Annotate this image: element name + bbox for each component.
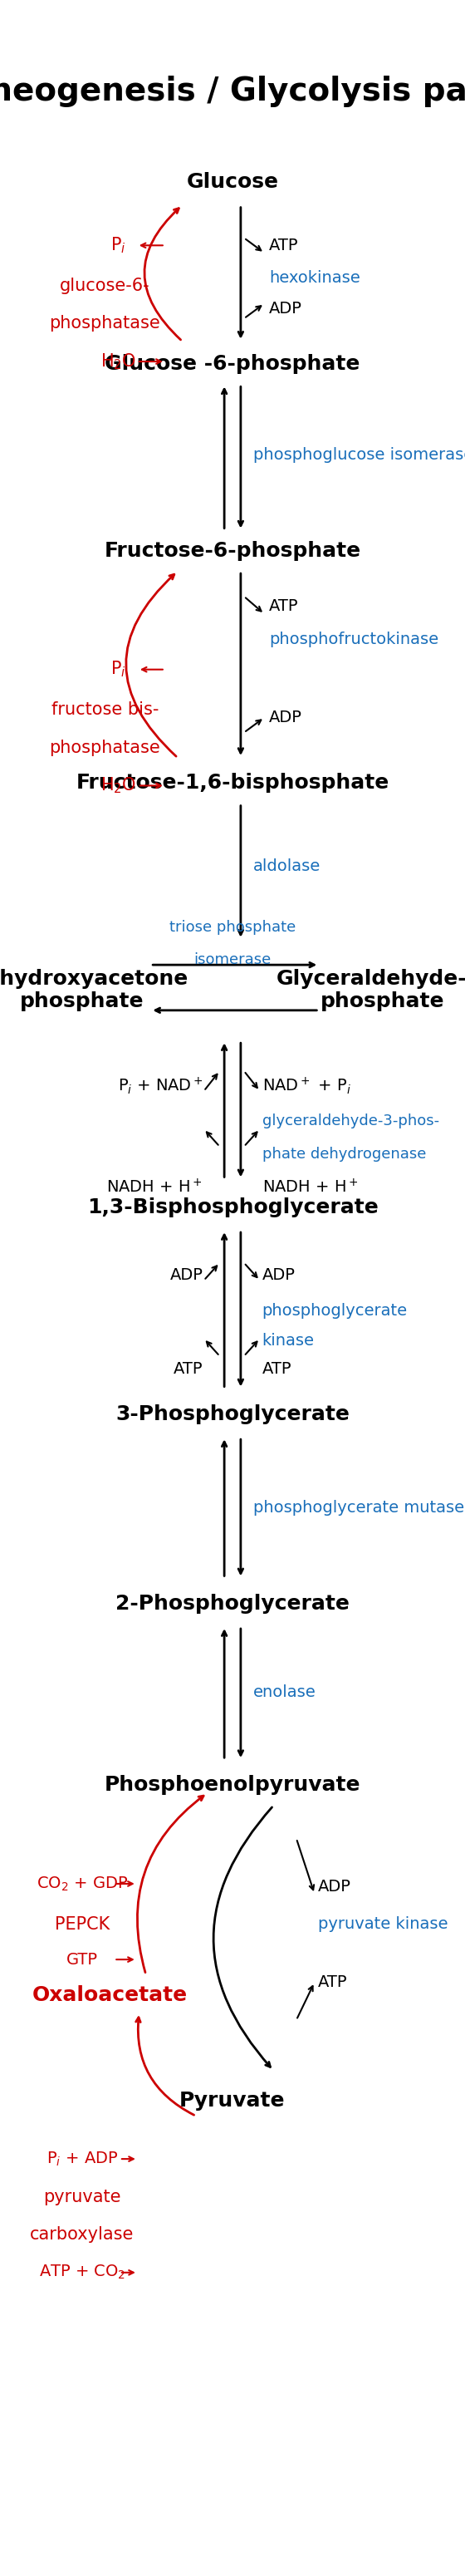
Text: Fructose-6-phosphate: Fructose-6-phosphate (104, 541, 361, 562)
Text: ADP: ADP (269, 708, 302, 726)
Text: ATP: ATP (269, 598, 299, 613)
Text: P$_i$ + NAD$^+$: P$_i$ + NAD$^+$ (118, 1077, 203, 1097)
Text: NADH + H$^+$: NADH + H$^+$ (262, 1177, 359, 1195)
Text: triose phosphate: triose phosphate (169, 920, 296, 935)
Text: Oxaloacetate: Oxaloacetate (32, 1986, 187, 2004)
Text: phosphoglycerate mutase: phosphoglycerate mutase (253, 1499, 464, 1515)
Text: kinase: kinase (262, 1334, 314, 1350)
Text: ADP: ADP (318, 1878, 351, 1893)
Text: Glucose: Glucose (186, 173, 279, 193)
Text: NAD$^+$ + P$_i$: NAD$^+$ + P$_i$ (262, 1077, 351, 1097)
Text: ATP: ATP (262, 1360, 292, 1376)
Text: pyruvate: pyruvate (43, 2190, 121, 2205)
Text: P$_i$: P$_i$ (111, 234, 126, 255)
Text: 2-Phosphoglycerate: 2-Phosphoglycerate (115, 1595, 350, 1613)
Text: GTP: GTP (66, 1953, 98, 1968)
Text: ADP: ADP (262, 1267, 295, 1283)
Text: Fructose-1,6-bisphosphate: Fructose-1,6-bisphosphate (76, 773, 389, 793)
Text: Pyruvate: Pyruvate (179, 2092, 286, 2110)
Text: phosphatase: phosphatase (49, 739, 160, 757)
Text: 1,3-Bisphosphoglycerate: 1,3-Bisphosphoglycerate (87, 1198, 378, 1218)
Text: PEPCK: PEPCK (54, 1917, 110, 1932)
Text: 3-Phosphoglycerate: 3-Phosphoglycerate (115, 1404, 350, 1425)
Text: Glyceraldehyde-3-
phosphate: Glyceraldehyde-3- phosphate (276, 969, 465, 1012)
Text: phosphatase: phosphatase (49, 314, 160, 332)
Text: phosphoglycerate: phosphoglycerate (262, 1303, 407, 1319)
Text: fructose bis-: fructose bis- (51, 701, 159, 719)
Text: phosphofructokinase: phosphofructokinase (269, 631, 438, 647)
Text: hexokinase: hexokinase (269, 270, 360, 286)
Text: carboxylase: carboxylase (30, 2226, 134, 2244)
Text: ADP: ADP (170, 1267, 203, 1283)
Text: glyceraldehyde-3-phos-: glyceraldehyde-3-phos- (262, 1113, 439, 1128)
Text: Glucose -6-phosphate: Glucose -6-phosphate (105, 353, 360, 374)
Text: pyruvate kinase: pyruvate kinase (318, 1917, 448, 1932)
Text: enolase: enolase (253, 1685, 316, 1700)
Text: ADP: ADP (269, 301, 302, 317)
Text: ATP + CO$_2$: ATP + CO$_2$ (39, 2264, 126, 2282)
Text: ATP: ATP (269, 237, 299, 252)
Text: Phosphoenolpyruvate: Phosphoenolpyruvate (105, 1775, 360, 1795)
Text: Gluconeogenesis / Glycolysis pathway: Gluconeogenesis / Glycolysis pathway (0, 75, 465, 108)
Text: Dihydroxyacetone
phosphate: Dihydroxyacetone phosphate (0, 969, 188, 1012)
Text: ATP: ATP (173, 1360, 203, 1376)
Text: isomerase: isomerase (194, 953, 271, 969)
Text: aldolase: aldolase (253, 858, 320, 873)
Text: glucose-6-: glucose-6- (60, 278, 150, 294)
Text: P$_i$: P$_i$ (111, 659, 126, 680)
Text: NADH + H$^+$: NADH + H$^+$ (106, 1177, 203, 1195)
Text: H$_2$O: H$_2$O (101, 775, 136, 796)
Text: P$_i$ + ADP: P$_i$ + ADP (46, 2151, 118, 2169)
Text: CO$_2$ + GDP: CO$_2$ + GDP (36, 1875, 128, 1893)
Text: ATP: ATP (318, 1973, 348, 1991)
Text: phosphoglucose isomerase: phosphoglucose isomerase (253, 448, 465, 464)
Text: phate dehydrogenase: phate dehydrogenase (262, 1146, 426, 1162)
Text: H$_2$O: H$_2$O (101, 353, 136, 371)
